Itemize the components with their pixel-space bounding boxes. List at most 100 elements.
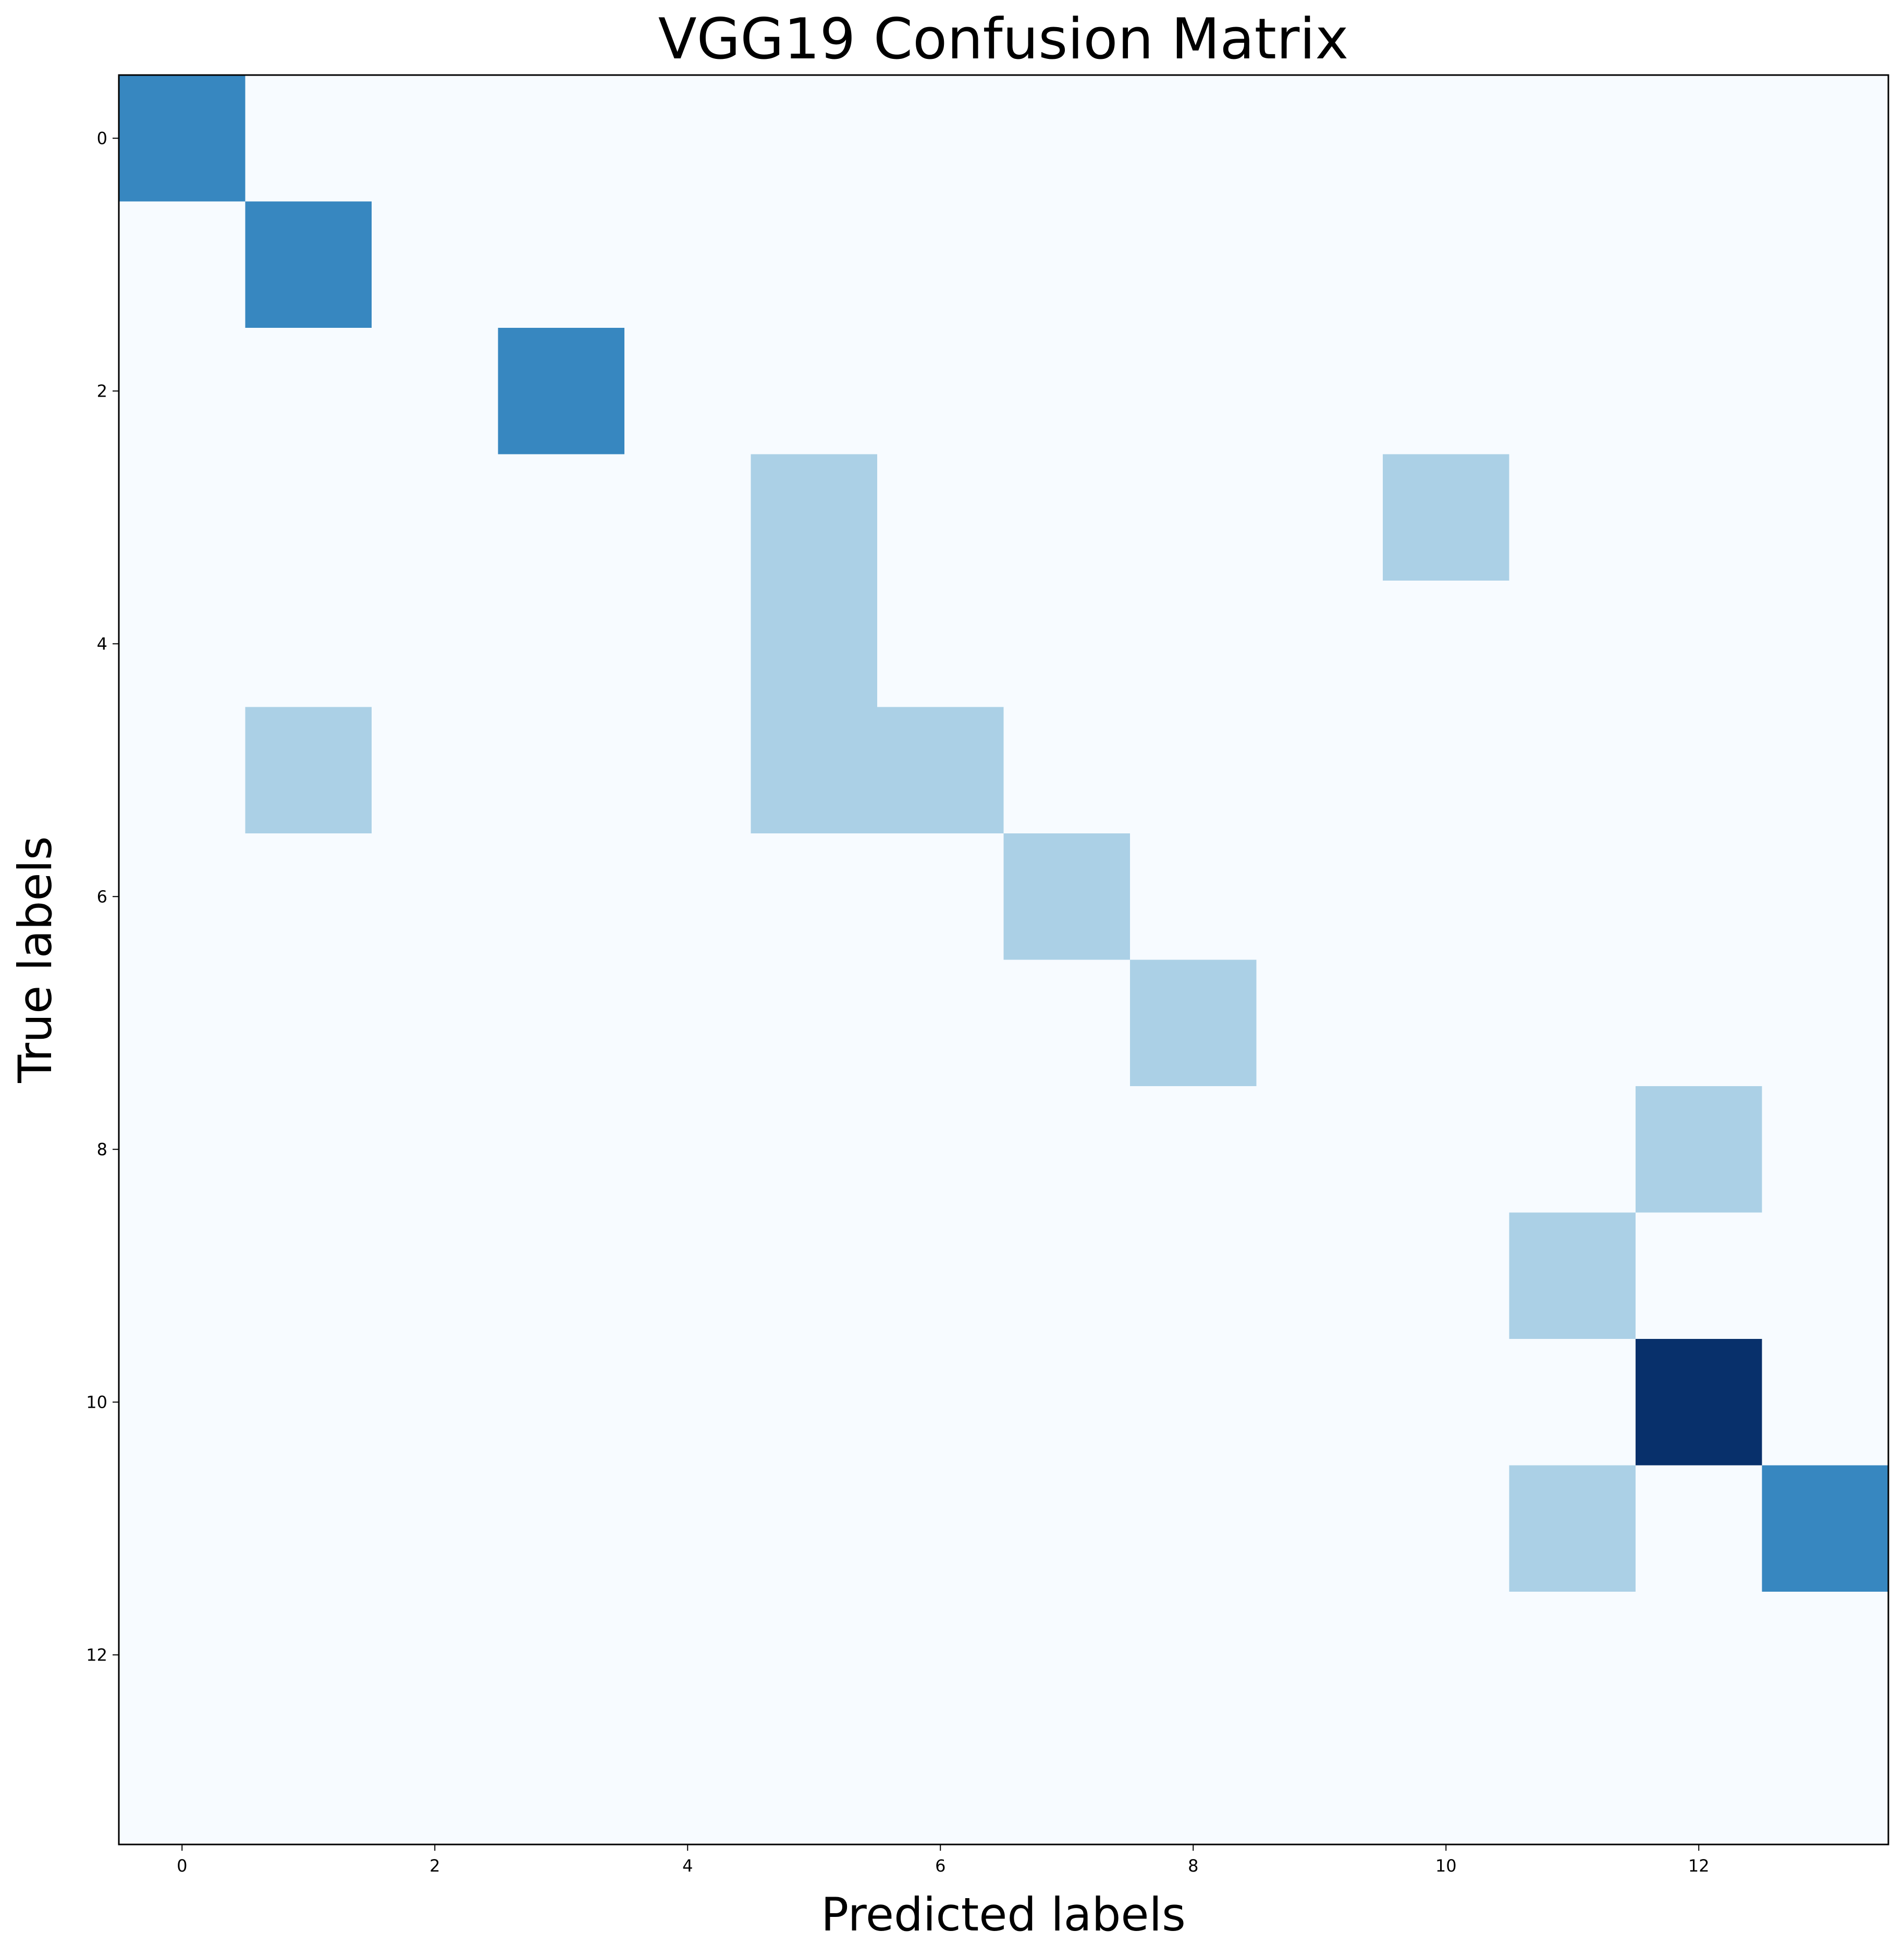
heatmap-cell-r9-c9 <box>1256 1212 1383 1339</box>
heatmap-cell-r2-c4 <box>624 328 752 455</box>
heatmap-cell-r5-c6 <box>877 707 1004 834</box>
heatmap-cell-r11-c7 <box>1003 1465 1131 1592</box>
heatmap-cell-r5-c8 <box>1130 707 1257 834</box>
heatmap-cell-r6-c10 <box>1383 833 1510 961</box>
heatmap-cell-r4-c9 <box>1256 581 1383 708</box>
heatmap-cell-r11-c6 <box>877 1465 1004 1592</box>
heatmap-cell-r7-c6 <box>877 959 1004 1087</box>
heatmap-cell-r13-c9 <box>1256 1718 1383 1845</box>
x-tick-label: 6 <box>935 1856 945 1876</box>
heatmap-cell-r9-c1 <box>245 1212 372 1339</box>
heatmap-cell-r10-c12 <box>1636 1339 1763 1466</box>
heatmap-cell-r13-c3 <box>498 1718 625 1845</box>
heatmap-cell-r4-c5 <box>751 581 878 708</box>
heatmap-cell-r2-c9 <box>1256 328 1383 455</box>
heatmap-cell-r6-c13 <box>1762 833 1889 961</box>
heatmap-cell-r2-c5 <box>751 328 878 455</box>
heatmap-cell-r2-c0 <box>119 328 246 455</box>
heatmap-cell-r13-c13 <box>1762 1718 1889 1845</box>
heatmap-cell-r13-c11 <box>1509 1718 1636 1845</box>
heatmap-cell-r12-c10 <box>1383 1592 1510 1719</box>
heatmap-cell-r5-c13 <box>1762 707 1889 834</box>
heatmap-cell-r6-c3 <box>498 833 625 961</box>
heatmap-cell-r7-c2 <box>372 959 499 1087</box>
heatmap-cell-r9-c4 <box>624 1212 752 1339</box>
y-tick-label: 2 <box>97 381 107 401</box>
heatmap-cell-r0-c8 <box>1130 75 1257 202</box>
heatmap-cell-r2-c3 <box>498 328 625 455</box>
heatmap-cell-r5-c0 <box>119 707 246 834</box>
heatmap-cell-r1-c6 <box>877 201 1004 328</box>
heatmap-cell-r0-c12 <box>1636 75 1763 202</box>
heatmap-cell-r1-c11 <box>1509 201 1636 328</box>
heatmap-cell-r13-c5 <box>751 1718 878 1845</box>
x-tick-label: 8 <box>1188 1856 1198 1876</box>
heatmap-cell-r6-c4 <box>624 833 752 961</box>
heatmap-cell-r2-c6 <box>877 328 1004 455</box>
heatmap-cell-r9-c5 <box>751 1212 878 1339</box>
heatmap-cell-r2-c10 <box>1383 328 1510 455</box>
heatmap-cell-r5-c2 <box>372 707 499 834</box>
heatmap-cell-r9-c2 <box>372 1212 499 1339</box>
plot-frame <box>118 74 1889 1846</box>
heatmap-cell-r10-c6 <box>877 1339 1004 1466</box>
heatmap-cell-r0-c2 <box>372 75 499 202</box>
heatmap-cell-r3-c8 <box>1130 454 1257 581</box>
heatmap-cell-r11-c13 <box>1762 1465 1889 1592</box>
y-axis-ticks: 0 2 4 6 8 10 12 <box>86 128 119 1665</box>
heatmap-cell-r4-c8 <box>1130 581 1257 708</box>
heatmap-cell-r8-c12 <box>1636 1086 1763 1213</box>
heatmap-cell-r1-c7 <box>1003 201 1131 328</box>
heatmap-cell-r8-c4 <box>624 1086 752 1213</box>
heatmap-cell-r7-c10 <box>1383 959 1510 1087</box>
heatmap-cell-r8-c9 <box>1256 1086 1383 1213</box>
heatmap-cell-r11-c10 <box>1383 1465 1510 1592</box>
heatmap-cell-r3-c2 <box>372 454 499 581</box>
heatmap-cell-r3-c13 <box>1762 454 1889 581</box>
y-tick-label: 0 <box>97 128 107 148</box>
heatmap-cell-r1-c9 <box>1256 201 1383 328</box>
heatmap-cell-r12-c8 <box>1130 1592 1257 1719</box>
heatmap-cell-r3-c10 <box>1383 454 1510 581</box>
heatmap-cell-r6-c5 <box>751 833 878 961</box>
heatmap-cell-r8-c0 <box>119 1086 246 1213</box>
heatmap-cell-r10-c3 <box>498 1339 625 1466</box>
heatmap-cell-r7-c0 <box>119 959 246 1087</box>
heatmap-cell-r11-c5 <box>751 1465 878 1592</box>
heatmap-cell-r3-c12 <box>1636 454 1763 581</box>
heatmap-cell-r1-c1 <box>245 201 372 328</box>
heatmap-cell-r9-c3 <box>498 1212 625 1339</box>
heatmap-cell-r0-c4 <box>624 75 752 202</box>
heatmap-cell-r13-c10 <box>1383 1718 1510 1845</box>
heatmap-cell-r8-c13 <box>1762 1086 1889 1213</box>
y-axis-title: True labels <box>8 836 62 1084</box>
heatmap-cell-r11-c9 <box>1256 1465 1383 1592</box>
heatmap-cell-r8-c1 <box>245 1086 372 1213</box>
heatmap-cell-r4-c3 <box>498 581 625 708</box>
heatmap-cell-r5-c4 <box>624 707 752 834</box>
heatmap-cell-r2-c11 <box>1509 328 1636 455</box>
heatmap-cell-r1-c13 <box>1762 201 1889 328</box>
x-tick-label: 12 <box>1688 1856 1710 1876</box>
heatmap-cell-r7-c11 <box>1509 959 1636 1087</box>
heatmap-cell-r0-c13 <box>1762 75 1889 202</box>
heatmap-cell-r0-c11 <box>1509 75 1636 202</box>
y-tick-label: 8 <box>97 1139 107 1159</box>
heatmap-cell-r13-c7 <box>1003 1718 1131 1845</box>
heatmap-cell-r6-c9 <box>1256 833 1383 961</box>
heatmap-cell-r0-c1 <box>245 75 372 202</box>
heatmap-cell-r7-c3 <box>498 959 625 1087</box>
heatmap-cell-r13-c6 <box>877 1718 1004 1845</box>
heatmap-cell-r0-c9 <box>1256 75 1383 202</box>
heatmap-cell-r4-c13 <box>1762 581 1889 708</box>
heatmap-cell-r1-c4 <box>624 201 752 328</box>
heatmap-cell-r4-c6 <box>877 581 1004 708</box>
heatmap-cell-r10-c1 <box>245 1339 372 1466</box>
heatmap-cell-r5-c5 <box>751 707 878 834</box>
heatmap-cell-r6-c11 <box>1509 833 1636 961</box>
heatmap-cell-r10-c8 <box>1130 1339 1257 1466</box>
y-tick-label: 4 <box>97 634 107 654</box>
heatmap-cell-r3-c9 <box>1256 454 1383 581</box>
heatmap-cell-r6-c7 <box>1003 833 1131 961</box>
